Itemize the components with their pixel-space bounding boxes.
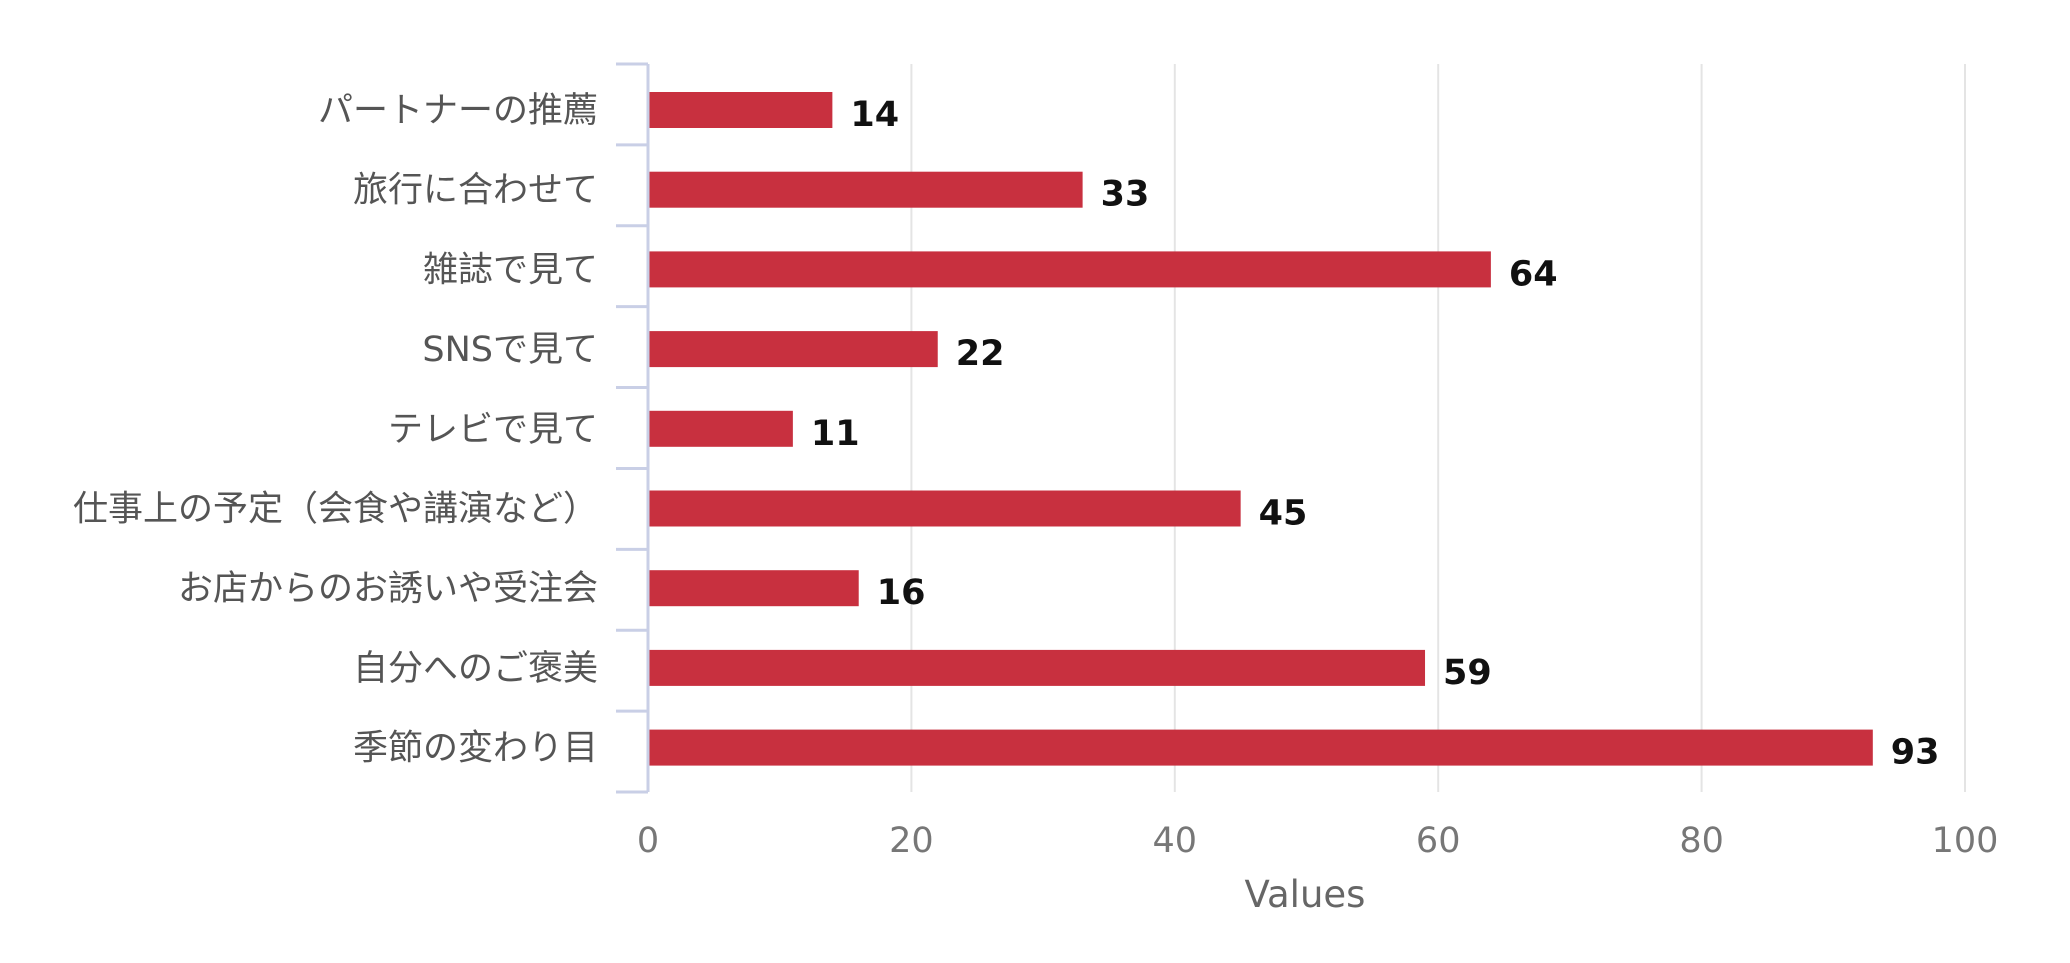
data-label: 22	[956, 334, 1005, 374]
bar	[648, 251, 1491, 288]
bars	[648, 92, 1873, 766]
category-label: 雑誌で見て	[423, 250, 598, 290]
x-tick-label: 60	[1416, 821, 1461, 861]
x-axis-title: Values	[1245, 873, 1366, 916]
x-tick-label: 100	[1932, 821, 1999, 861]
x-tick-label: 0	[637, 821, 659, 861]
category-label: テレビで見て	[388, 410, 598, 450]
data-label: 64	[1509, 254, 1558, 294]
bar	[648, 490, 1241, 527]
data-label: 14	[850, 95, 899, 135]
category-label: 季節の変わり目	[353, 729, 598, 769]
category-label: パートナーの推薦	[318, 91, 598, 131]
bar	[648, 331, 938, 368]
bar	[648, 570, 859, 607]
data-label: 33	[1101, 175, 1150, 215]
category-label: お店からのお誘いや受注会	[178, 569, 598, 609]
x-tick-label: 20	[889, 821, 934, 861]
x-tick-label: 40	[1153, 821, 1198, 861]
category-label: 旅行に合わせて	[353, 171, 598, 211]
category-label: SNSで見て	[422, 330, 598, 370]
data-label: 59	[1443, 653, 1492, 693]
data-label: 45	[1259, 494, 1308, 534]
x-tick-labels: 0 20 40 60 80 100	[637, 821, 1999, 861]
bar	[648, 649, 1426, 686]
category-label: 仕事上の予定（会食や講演など）	[73, 490, 598, 530]
category-label: 自分へのご褒美	[353, 649, 598, 689]
x-tick-label: 80	[1679, 821, 1724, 861]
y-axis	[616, 62, 650, 794]
bar	[648, 729, 1873, 766]
data-labels: 14 33 64 22 11 45 16 59 93	[811, 95, 1940, 773]
data-label: 93	[1891, 733, 1940, 773]
data-label: 11	[811, 414, 860, 454]
bar	[648, 171, 1083, 208]
bar	[648, 410, 793, 447]
bar	[648, 92, 833, 128]
data-label: 16	[877, 573, 926, 613]
